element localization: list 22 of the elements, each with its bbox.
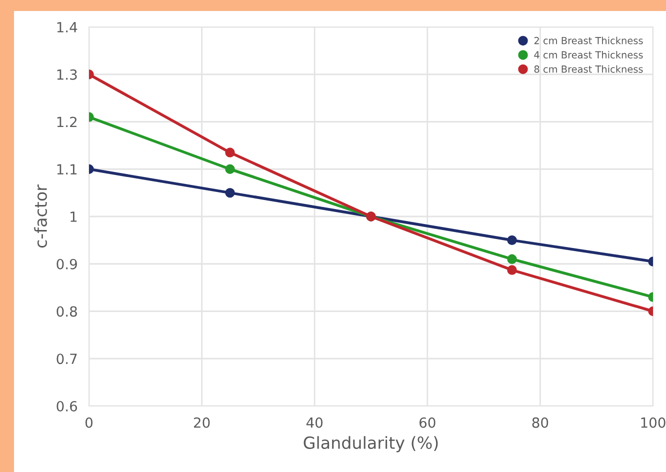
y-tick-label: 1 <box>70 212 77 222</box>
legend-label: 4 cm Breast Thickness <box>534 50 643 59</box>
y-tick-label: 0.7 <box>56 354 77 364</box>
x-tick-label: 100 <box>641 417 666 428</box>
y-tick-label: 0.6 <box>56 400 78 412</box>
point <box>507 265 517 275</box>
legend-label: 8 cm Breast Thickness <box>534 65 643 73</box>
legend-label: 2 cm Breast Thickness <box>534 36 643 44</box>
x-tick-label: 80 <box>532 417 548 428</box>
point <box>225 148 235 158</box>
x-tick-label: 60 <box>420 417 436 428</box>
y-tick-label: 1.3 <box>57 69 77 80</box>
y-tick-label: 1.2 <box>57 116 76 128</box>
x-tick-label: 0 <box>85 417 92 428</box>
y-tick-label: 1.4 <box>57 22 78 32</box>
y-tick-label: 0.8 <box>56 306 77 317</box>
y-tick-label: 0.9 <box>56 258 77 270</box>
x-tick-label: 40 <box>306 417 323 428</box>
x-tick-label: 20 <box>194 417 210 428</box>
y-tick-label: 1.1 <box>57 164 77 174</box>
y-axis-title: c-factor <box>34 184 48 248</box>
x-axis-title: Glandularity (%) <box>304 436 438 452</box>
